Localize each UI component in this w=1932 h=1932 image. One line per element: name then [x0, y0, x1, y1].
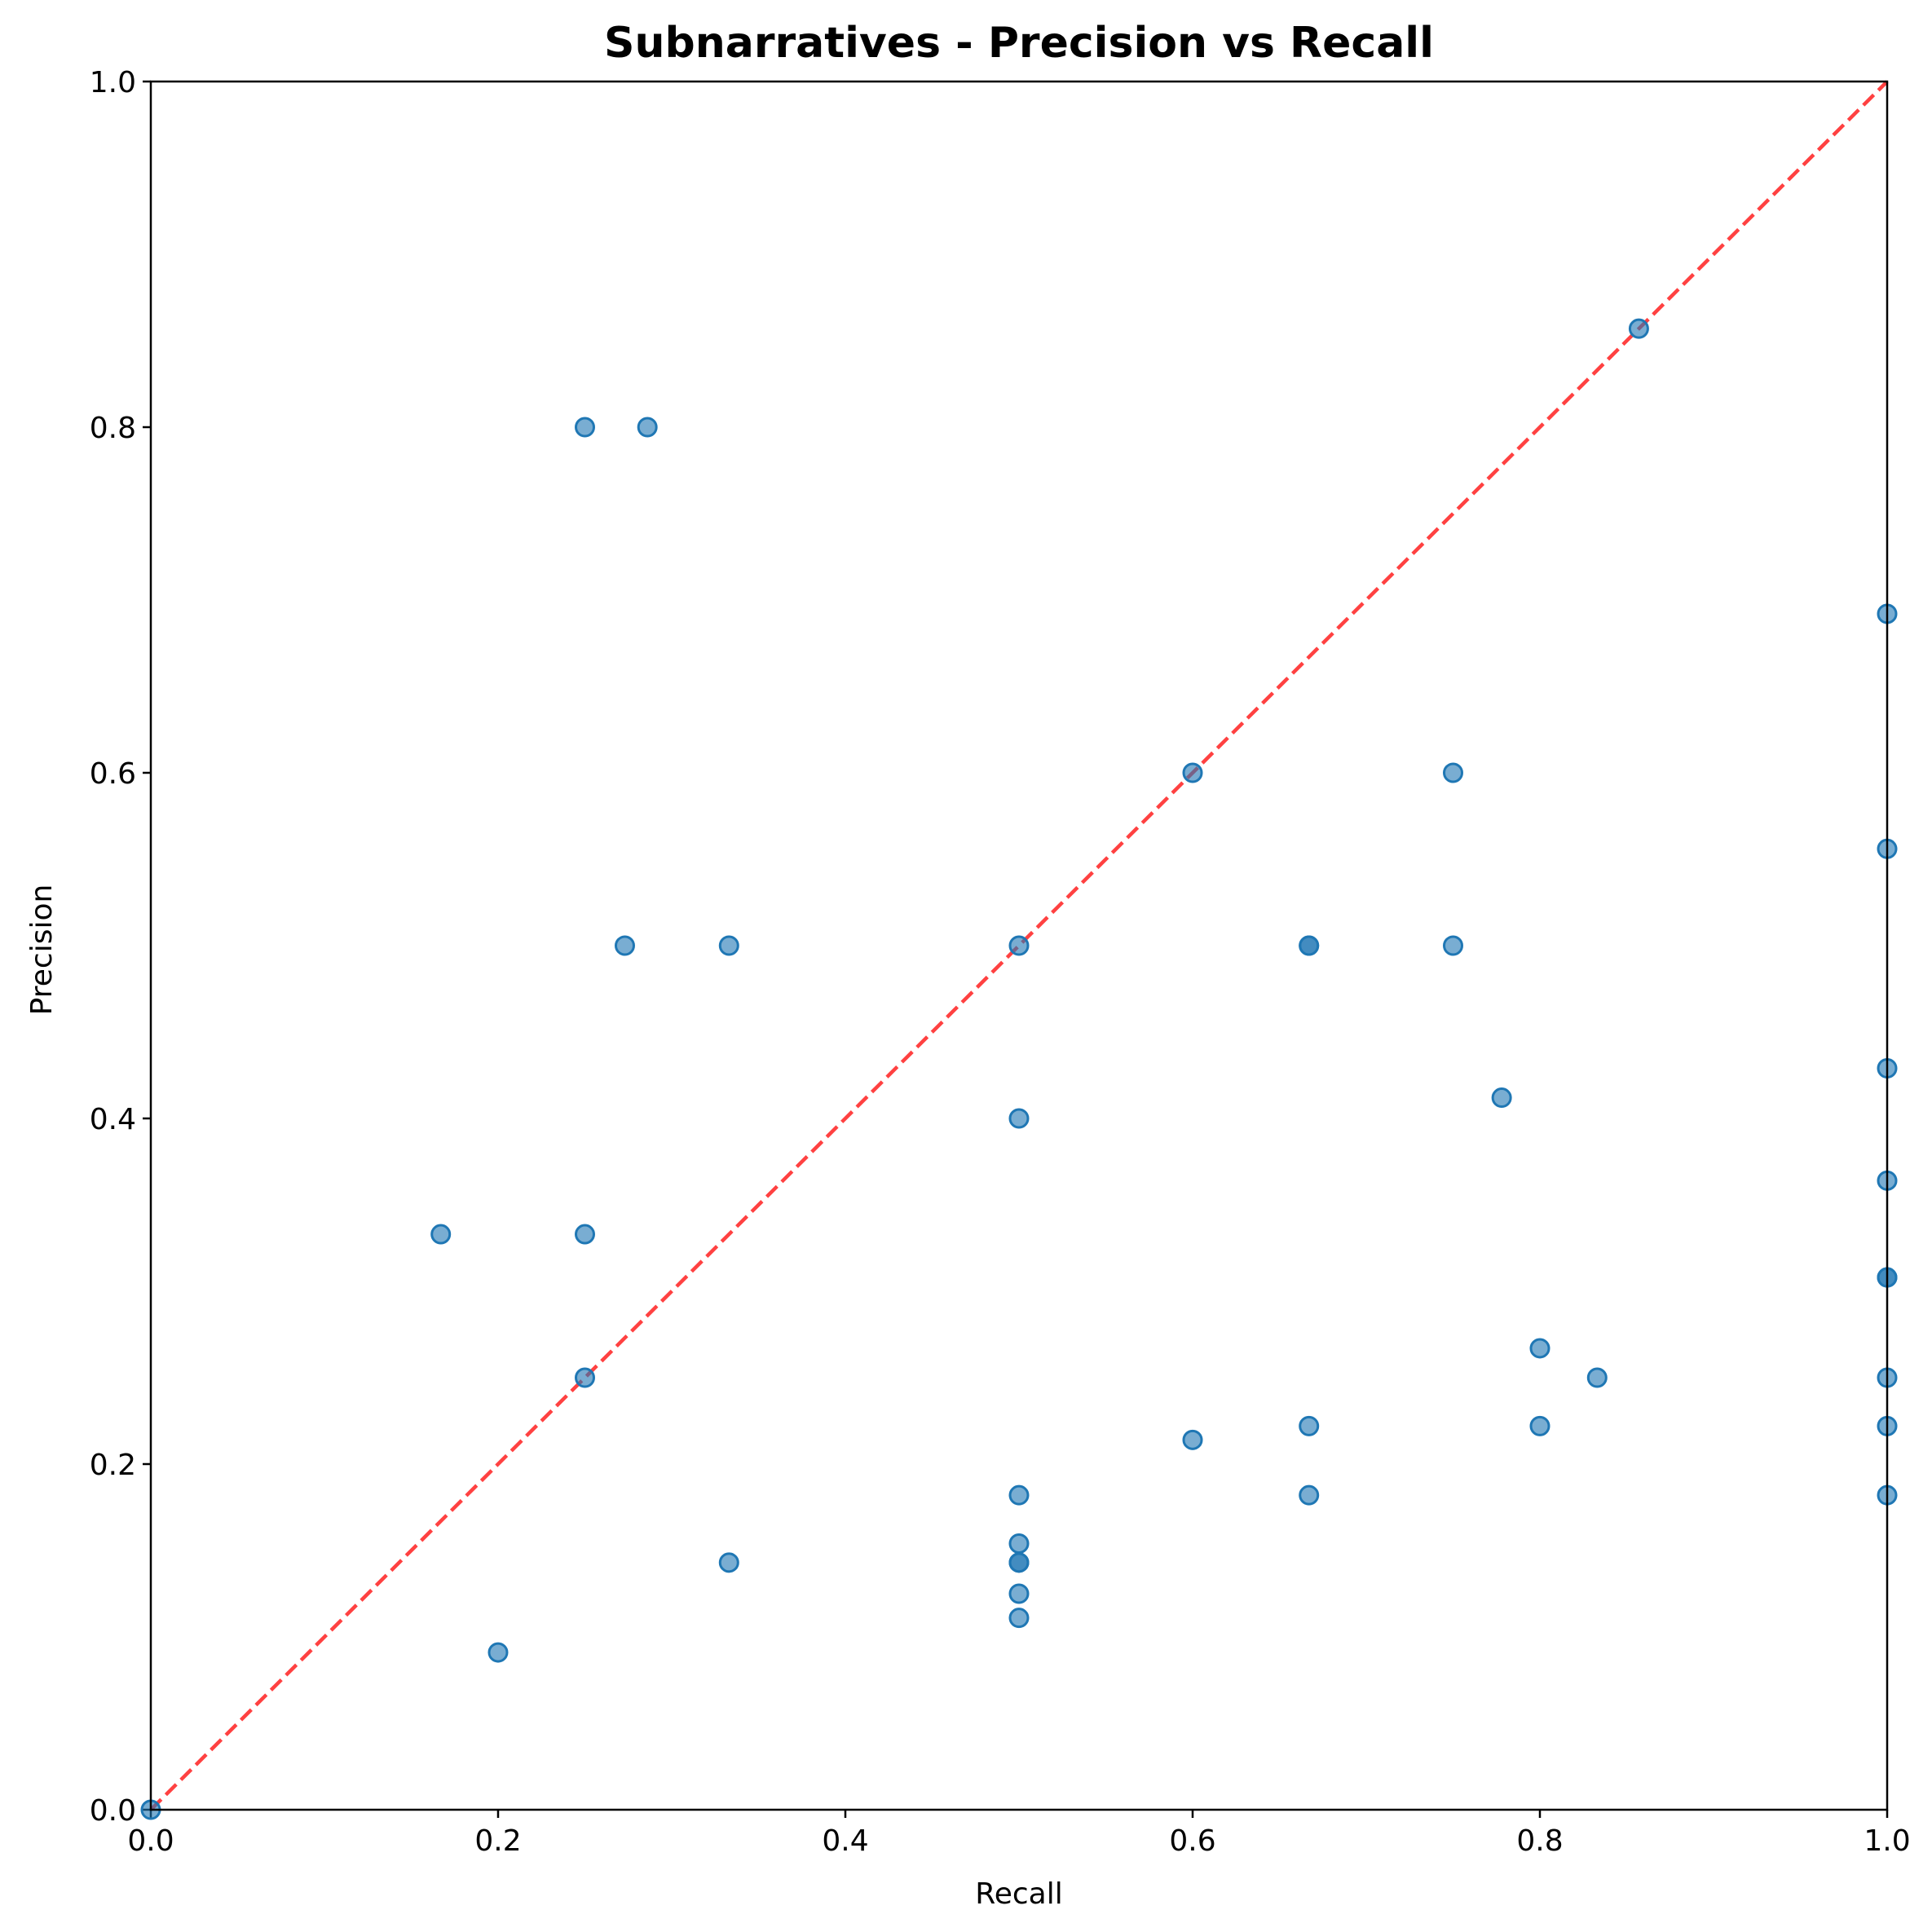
data-point — [1008, 1552, 1030, 1573]
data-point — [1443, 762, 1463, 783]
x-tick-label: 0.4 — [822, 1824, 868, 1858]
x-tick-label: 1.0 — [1864, 1824, 1910, 1858]
plot-area-frame — [149, 80, 1889, 1811]
data-point — [1182, 1429, 1203, 1450]
x-tick-label: 0.2 — [474, 1824, 521, 1858]
data-point — [1008, 1583, 1030, 1604]
data-point — [575, 1367, 595, 1388]
data-point — [575, 1224, 595, 1245]
data-point — [1299, 935, 1320, 956]
y-tick-label: 0.2 — [90, 1449, 136, 1482]
data-point — [1299, 1484, 1320, 1506]
x-tick-label: 0.8 — [1516, 1824, 1563, 1858]
data-point — [1628, 318, 1649, 339]
data-point — [575, 417, 595, 438]
chart-title: Subnarratives - Precision vs Recall — [604, 19, 1434, 68]
y-tick-label: 1.0 — [90, 66, 136, 99]
data-point — [1529, 1338, 1550, 1359]
y-tick-label: 0.4 — [90, 1103, 136, 1136]
data-point — [487, 1642, 509, 1663]
data-point — [1008, 1108, 1030, 1129]
data-point — [718, 1552, 739, 1573]
y-tick-label: 0.6 — [90, 757, 136, 791]
data-point — [430, 1224, 452, 1245]
axis-ticks: 0.0 0.2 0.4 0.6 0.8 1.0 0.0 0.2 0.4 0.6 0.8 1.0 — [90, 66, 1911, 1858]
y-tick-label: 0.8 — [90, 412, 136, 445]
x-tick-label: 0.0 — [127, 1824, 174, 1858]
data-point — [1491, 1087, 1512, 1109]
data-point — [1443, 935, 1463, 956]
data-point — [1008, 935, 1030, 956]
data-point — [1586, 1367, 1608, 1388]
y-tick-label: 0.0 — [90, 1794, 136, 1828]
diagonal-reference-line — [149, 80, 1889, 1811]
y-axis-label: Precision — [25, 884, 59, 1016]
x-tick-label: 0.6 — [1169, 1824, 1215, 1858]
data-point — [1182, 762, 1203, 783]
data-point — [1008, 1608, 1030, 1629]
data-point — [614, 935, 635, 956]
data-point — [637, 417, 658, 438]
data-point — [718, 935, 739, 956]
data-point — [1008, 1533, 1030, 1555]
data-point — [1529, 1415, 1550, 1436]
x-axis-label: Recall — [975, 1877, 1062, 1911]
data-point — [1008, 1484, 1030, 1506]
data-points — [140, 318, 1898, 1820]
data-point — [1299, 1415, 1320, 1436]
